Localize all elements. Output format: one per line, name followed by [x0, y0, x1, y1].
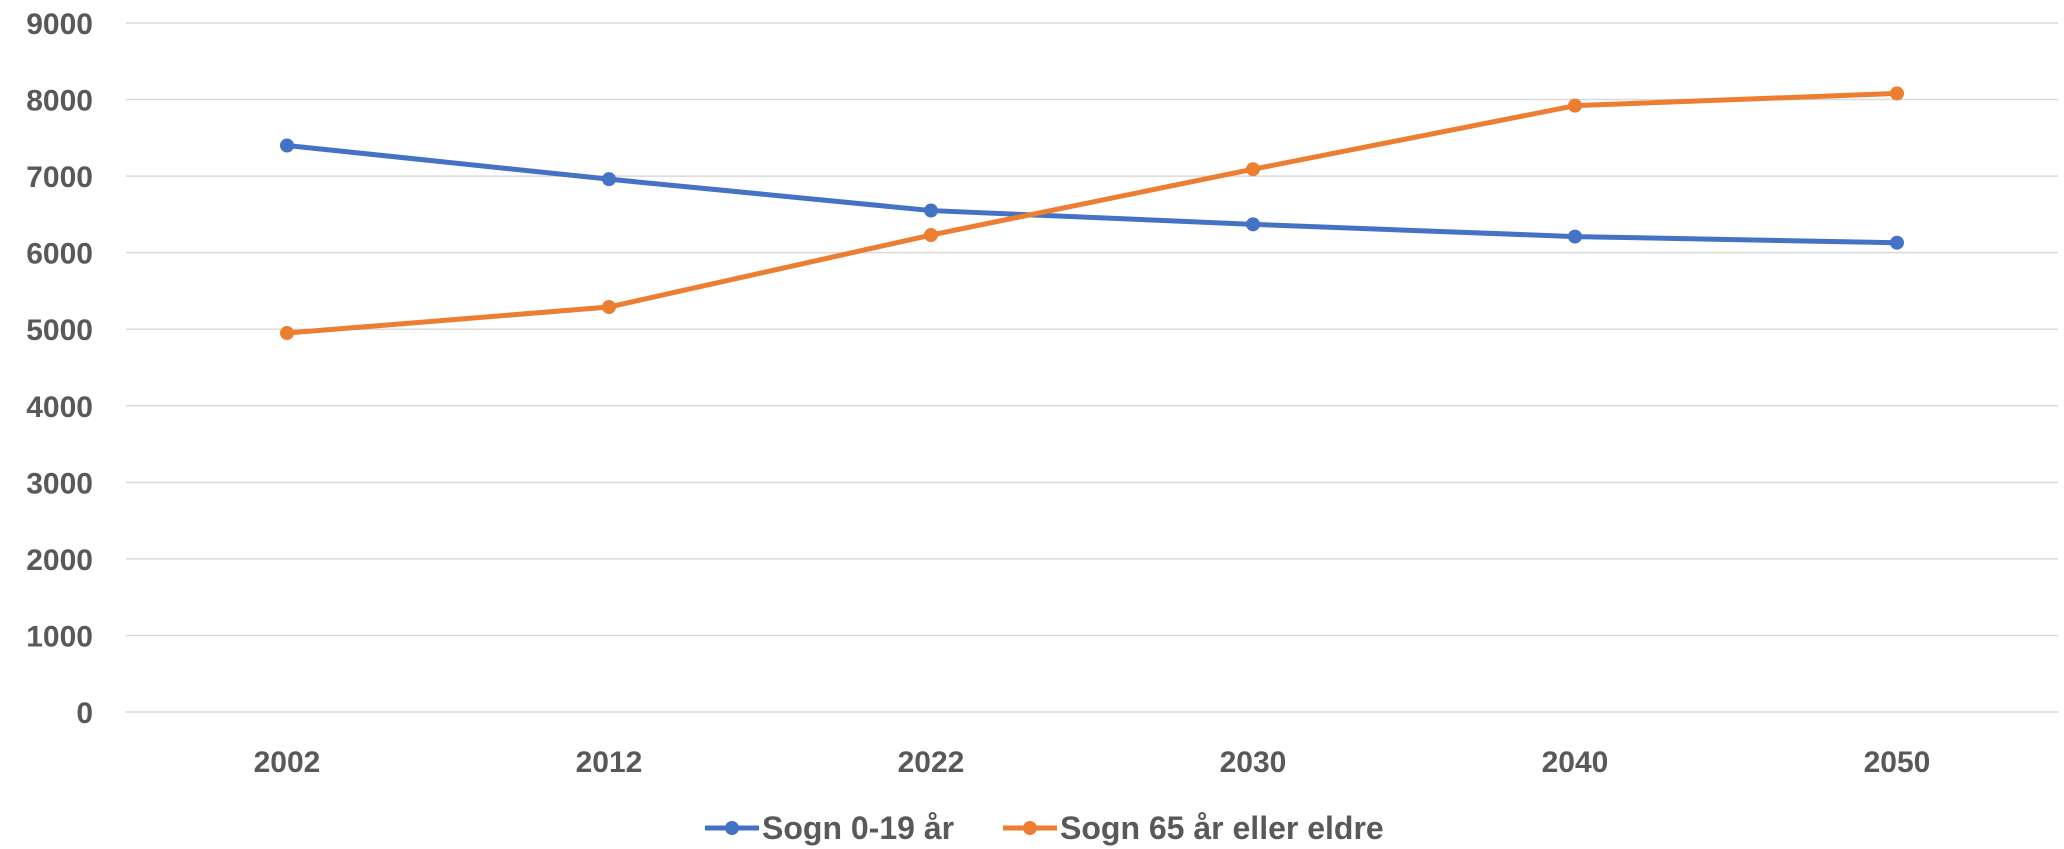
series-line — [284, 90, 1900, 336]
y-tick-label: 9000 — [26, 8, 93, 41]
data-point — [1890, 235, 1904, 250]
legend: Sogn 0-19 år Sogn 65 år eller eldre — [705, 810, 1384, 846]
data-point — [1246, 162, 1260, 177]
legend-item: Sogn 0-19 år — [705, 810, 954, 846]
y-tick-label: 1000 — [26, 620, 93, 653]
data-point — [924, 228, 938, 243]
series-line — [284, 142, 1900, 246]
data-point — [602, 300, 616, 315]
series-2 — [280, 86, 1904, 341]
legend-label: Sogn 65 år eller eldre — [1060, 810, 1384, 846]
y-tick-label: 8000 — [26, 85, 93, 118]
legend-marker — [725, 821, 739, 835]
data-point — [1890, 86, 1904, 101]
data-point — [1568, 98, 1582, 113]
x-axis: 2002 2012 2022 2030 2040 2050 — [254, 746, 1931, 779]
y-tick-label: 7000 — [26, 161, 93, 194]
y-tick-label: 4000 — [26, 391, 93, 424]
y-tick-label: 2000 — [26, 544, 93, 577]
x-tick-label: 2002 — [254, 746, 321, 779]
series-group — [280, 86, 1904, 341]
x-tick-label: 2050 — [1864, 746, 1931, 779]
data-point — [280, 326, 294, 341]
y-tick-label: 5000 — [26, 314, 93, 347]
x-tick-label: 2030 — [1220, 746, 1287, 779]
data-point — [924, 203, 938, 218]
x-tick-label: 2012 — [576, 746, 643, 779]
legend-marker — [1023, 821, 1037, 835]
y-tick-label: 0 — [76, 697, 93, 730]
data-point — [1246, 217, 1260, 232]
legend-item: Sogn 65 år eller eldre — [1003, 810, 1384, 846]
y-tick-label: 3000 — [26, 467, 93, 500]
data-point — [280, 138, 294, 153]
data-point — [602, 172, 616, 187]
legend-label: Sogn 0-19 år — [762, 810, 954, 846]
y-axis: 0 1000 2000 3000 4000 5000 6000 7000 8000 9000 — [26, 8, 93, 730]
series-1 — [280, 138, 1904, 250]
data-point — [1568, 229, 1582, 244]
x-tick-label: 2040 — [1542, 746, 1609, 779]
y-tick-label: 6000 — [26, 238, 93, 271]
gridlines — [126, 22, 2058, 713]
x-tick-label: 2022 — [898, 746, 965, 779]
